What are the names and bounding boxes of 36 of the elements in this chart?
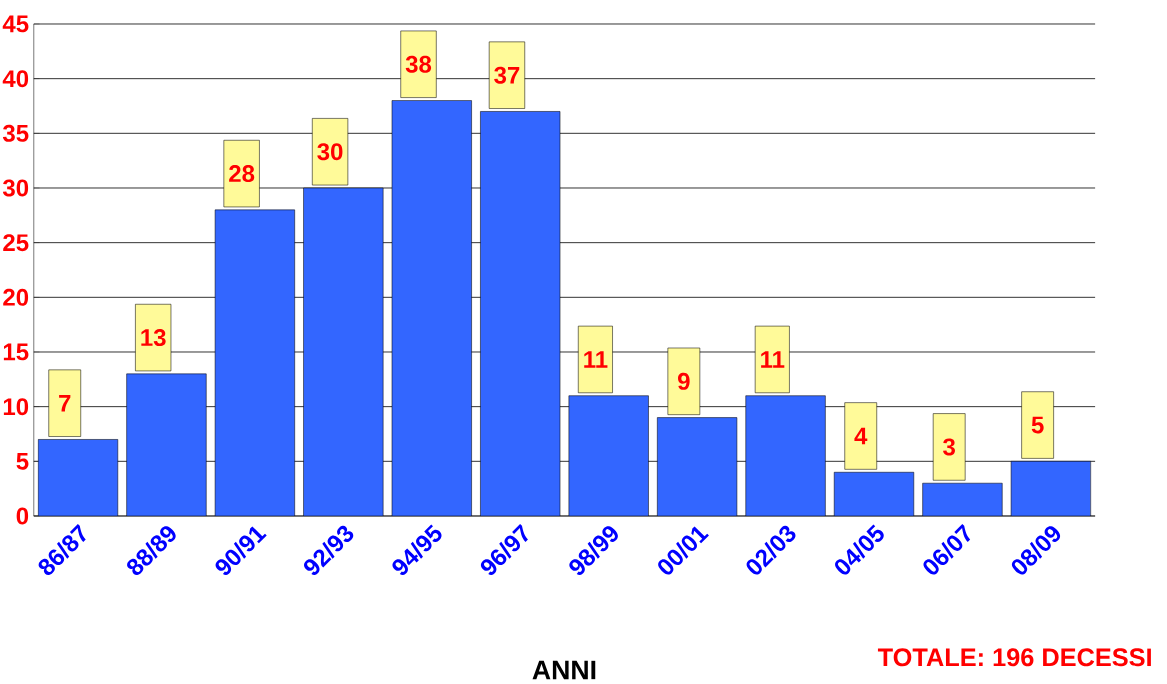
- bar: [834, 472, 914, 516]
- y-tick-label: 30: [2, 179, 29, 197]
- bar: [480, 111, 561, 516]
- bar: [391, 100, 472, 516]
- data-label: 7: [59, 394, 71, 412]
- data-label: 3: [943, 438, 955, 456]
- data-label: 4: [854, 427, 868, 445]
- bar: [215, 209, 295, 516]
- y-tick-label: 5: [16, 452, 29, 470]
- bar: [657, 417, 737, 516]
- y-tick-label: 15: [3, 343, 29, 361]
- bar: [745, 395, 826, 516]
- y-tick-label: 25: [3, 234, 29, 252]
- bar: [922, 483, 1003, 516]
- data-label: 30: [317, 143, 343, 161]
- bar: [303, 187, 384, 516]
- bar: [568, 395, 649, 516]
- data-label: 13: [141, 329, 166, 347]
- bar: [126, 373, 207, 516]
- data-label: 11: [761, 351, 785, 368]
- data-label: 38: [405, 55, 432, 73]
- data-label: 28: [229, 165, 255, 183]
- y-tick-label: 40: [2, 70, 29, 88]
- bar: [38, 439, 118, 516]
- data-label: 5: [1031, 416, 1044, 434]
- x-axis-title: ANNI: [532, 660, 596, 680]
- y-tick-label: 10: [3, 398, 29, 416]
- y-tick-label: 35: [2, 124, 29, 142]
- bar: [1010, 461, 1091, 516]
- text: TOTALE: 196 DECESSI: [877, 648, 1151, 667]
- data-label: 11: [584, 351, 608, 368]
- data-label: 9: [678, 372, 690, 390]
- y-tick-label: 20: [3, 288, 29, 306]
- data-label: 37: [494, 66, 520, 84]
- y-tick-label: 45: [2, 15, 29, 33]
- y-tick-label: 0: [16, 507, 29, 525]
